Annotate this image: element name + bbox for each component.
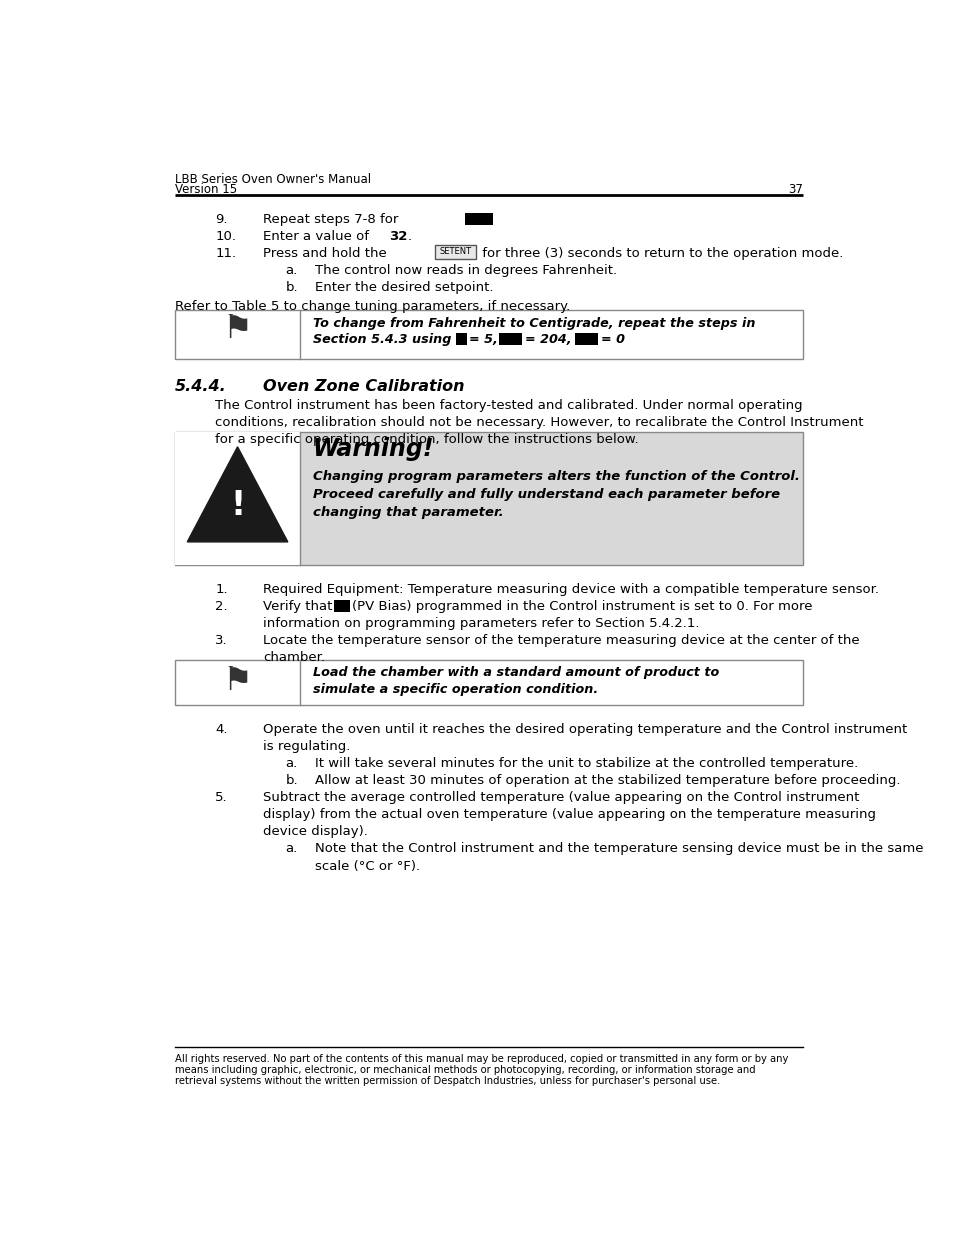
Text: !: ! [230, 489, 245, 522]
FancyBboxPatch shape [435, 246, 476, 259]
Text: 2.: 2. [215, 600, 228, 613]
Text: 10.: 10. [215, 230, 236, 243]
Text: All rights reserved. No part of the contents of this manual may be reproduced, c: All rights reserved. No part of the cont… [174, 1053, 787, 1063]
Text: Verify that: Verify that [263, 600, 336, 613]
Text: (PV Bias) programmed in the Control instrument is set to 0. For more: (PV Bias) programmed in the Control inst… [352, 600, 812, 613]
Text: 5.4.4.: 5.4.4. [174, 379, 226, 394]
Text: Warning!: Warning! [313, 437, 434, 462]
Text: = 5,: = 5, [469, 332, 506, 346]
FancyBboxPatch shape [334, 600, 350, 613]
Text: Changing program parameters alters the function of the Control.: Changing program parameters alters the f… [313, 469, 799, 483]
FancyBboxPatch shape [498, 332, 521, 345]
Text: Enter the desired setpoint.: Enter the desired setpoint. [314, 282, 493, 294]
Text: for a specific operating condition, follow the instructions below.: for a specific operating condition, foll… [215, 433, 639, 447]
Text: Version 15: Version 15 [174, 183, 236, 196]
Text: a.: a. [285, 842, 297, 856]
Text: ⚑: ⚑ [222, 312, 253, 346]
Text: Subtract the average controlled temperature (value appearing on the Control inst: Subtract the average controlled temperat… [263, 792, 859, 804]
Text: Required Equipment: Temperature measuring device with a compatible temperature s: Required Equipment: Temperature measurin… [263, 583, 879, 595]
Text: 4.: 4. [215, 722, 228, 736]
Text: 3.: 3. [215, 634, 228, 647]
Text: Load the chamber with a standard amount of product to: Load the chamber with a standard amount … [313, 666, 719, 678]
Text: It will take several minutes for the unit to stabilize at the controlled tempera: It will take several minutes for the uni… [314, 757, 858, 769]
Text: chamber.: chamber. [263, 651, 325, 664]
Text: a.: a. [285, 757, 297, 769]
Text: = 0: = 0 [600, 332, 624, 346]
Text: Locate the temperature sensor of the temperature measuring device at the center : Locate the temperature sensor of the tem… [263, 634, 860, 647]
Text: 1.: 1. [215, 583, 228, 595]
Text: 5.: 5. [215, 792, 228, 804]
Text: Allow at least 30 minutes of operation at the stabilized temperature before proc: Allow at least 30 minutes of operation a… [314, 774, 900, 787]
Text: Proceed carefully and fully understand each parameter before: Proceed carefully and fully understand e… [313, 488, 780, 500]
Text: display) from the actual oven temperature (value appearing on the temperature me: display) from the actual oven temperatur… [263, 808, 876, 821]
Text: LBB Series Oven Owner's Manual: LBB Series Oven Owner's Manual [174, 173, 371, 186]
Text: b.: b. [285, 282, 298, 294]
Text: Section 5.4.3 using: Section 5.4.3 using [313, 332, 456, 346]
FancyBboxPatch shape [174, 659, 802, 704]
Text: 32: 32 [389, 230, 407, 243]
Text: b.: b. [285, 774, 298, 787]
Text: Operate the oven until it reaches the desired operating temperature and the Cont: Operate the oven until it reaches the de… [263, 722, 906, 736]
Text: 11.: 11. [215, 247, 236, 261]
Text: To change from Fahrenheit to Centigrade, repeat the steps in: To change from Fahrenheit to Centigrade,… [313, 316, 755, 330]
FancyBboxPatch shape [465, 212, 493, 225]
Text: is regulating.: is regulating. [263, 740, 351, 752]
Text: The Control instrument has been factory-tested and calibrated. Under normal oper: The Control instrument has been factory-… [215, 399, 802, 412]
Text: simulate a specific operation condition.: simulate a specific operation condition. [313, 683, 598, 695]
Text: scale (°C or °F).: scale (°C or °F). [314, 860, 420, 872]
Text: Refer to Table 5 to change tuning parameters, if necessary.: Refer to Table 5 to change tuning parame… [174, 300, 569, 314]
Text: information on programming parameters refer to Section 5.4.2.1.: information on programming parameters re… [263, 618, 700, 630]
Text: Enter a value of: Enter a value of [263, 230, 374, 243]
FancyBboxPatch shape [174, 431, 802, 564]
Text: ⚑: ⚑ [222, 664, 253, 698]
Text: .: . [407, 230, 412, 243]
Text: means including graphic, electronic, or mechanical methods or photocopying, reco: means including graphic, electronic, or … [174, 1065, 755, 1074]
FancyBboxPatch shape [174, 431, 300, 564]
Text: Oven Zone Calibration: Oven Zone Calibration [263, 379, 464, 394]
Text: a.: a. [285, 264, 297, 277]
Text: The control now reads in degrees Fahrenheit.: The control now reads in degrees Fahrenh… [314, 264, 617, 277]
Text: conditions, recalibration should not be necessary. However, to recalibrate the C: conditions, recalibration should not be … [215, 416, 863, 430]
FancyBboxPatch shape [574, 332, 598, 345]
FancyBboxPatch shape [456, 332, 466, 345]
Text: Press and hold the: Press and hold the [263, 247, 387, 261]
Text: 37: 37 [787, 183, 802, 196]
Text: = 204,: = 204, [524, 332, 580, 346]
Polygon shape [187, 447, 288, 542]
Text: SETENT: SETENT [439, 247, 471, 256]
Text: Note that the Control instrument and the temperature sensing device must be in t: Note that the Control instrument and the… [314, 842, 923, 856]
Text: retrieval systems without the written permission of Despatch Industries, unless : retrieval systems without the written pe… [174, 1077, 720, 1087]
Text: device display).: device display). [263, 825, 368, 839]
Text: for three (3) seconds to return to the operation mode.: for three (3) seconds to return to the o… [477, 247, 842, 261]
Text: 9.: 9. [215, 212, 228, 226]
Text: Repeat steps 7-8 for: Repeat steps 7-8 for [263, 212, 398, 226]
Text: changing that parameter.: changing that parameter. [313, 506, 503, 519]
FancyBboxPatch shape [174, 310, 802, 359]
